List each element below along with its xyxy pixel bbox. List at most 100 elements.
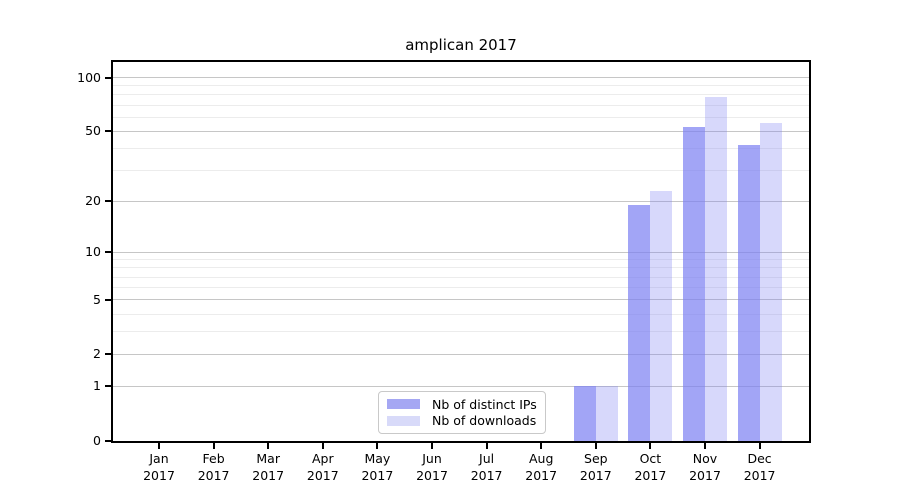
x-tick-month-nov: Nov — [692, 451, 718, 466]
x-tick-label-jan: Jan 2017 — [129, 451, 189, 484]
x-tick-label-dec: Dec 2017 — [730, 451, 790, 484]
x-tick-month-aug: Aug — [528, 451, 554, 466]
y-tick-label-2: 2 — [93, 346, 101, 362]
x-tick-oct — [649, 443, 652, 449]
y-tick-label-5: 5 — [93, 291, 101, 307]
bar-ips-dec — [737, 144, 760, 441]
x-tick-month-jul: Jul — [479, 451, 495, 466]
y-tick-20 — [105, 200, 111, 203]
x-tick-dec — [758, 443, 761, 449]
x-tick-label-may: May 2017 — [347, 451, 407, 484]
x-tick-label-jun: Jun 2017 — [402, 451, 462, 484]
gridline-major-2 — [113, 353, 809, 355]
gridline-minor-30 — [113, 170, 809, 172]
x-tick-year-jan: 2017 — [143, 467, 175, 483]
plot-inner — [113, 62, 809, 441]
chart-title: amplican 2017 — [405, 36, 517, 54]
gridline-major-100 — [113, 77, 809, 79]
x-tick-month-may: May — [364, 451, 391, 466]
gridline-minor-6 — [113, 287, 809, 289]
x-tick-label-sep: Sep 2017 — [566, 451, 626, 484]
x-tick-month-apr: Apr — [311, 451, 334, 466]
gridline-minor-60 — [113, 116, 809, 118]
gridline-major-50 — [113, 130, 809, 132]
x-tick-month-oct: Oct — [639, 451, 662, 466]
y-tick-50 — [105, 130, 111, 133]
x-tick-month-sep: Sep — [584, 451, 608, 466]
gridline-major-5 — [113, 299, 809, 301]
x-tick-month-dec: Dec — [747, 451, 772, 466]
x-tick-month-jan: Jan — [149, 451, 169, 466]
x-tick-label-nov: Nov 2017 — [675, 451, 735, 484]
bar-downloads-nov — [705, 96, 727, 441]
legend-swatch-downloads — [387, 415, 420, 426]
x-tick-year-jul: 2017 — [470, 467, 503, 483]
x-tick-year-mar: 2017 — [252, 467, 285, 483]
legend-item-downloads: Nb of downloads — [387, 413, 537, 428]
y-tick-100 — [105, 76, 111, 79]
x-tick-jan — [158, 443, 160, 449]
x-tick-feb — [212, 443, 215, 449]
x-tick-year-dec: 2017 — [743, 467, 776, 483]
x-tick-sep — [594, 443, 597, 449]
gridline-minor-4 — [113, 313, 809, 315]
x-tick-year-oct: 2017 — [634, 467, 667, 483]
x-tick-year-nov: 2017 — [689, 467, 721, 483]
x-tick-jul — [485, 443, 488, 449]
x-tick-year-may: 2017 — [361, 467, 394, 483]
legend: Nb of distinct IPs Nb of downloads — [378, 391, 546, 434]
x-tick-month-jun: Jun — [422, 451, 442, 466]
plot-area — [111, 60, 811, 443]
y-tick-1 — [105, 385, 111, 388]
y-tick-label-10: 10 — [85, 244, 101, 260]
gridline-minor-3 — [113, 331, 809, 333]
y-tick-0 — [105, 440, 111, 442]
x-tick-jun — [431, 443, 433, 449]
bar-ips-oct — [628, 205, 651, 441]
x-tick-year-feb: 2017 — [197, 467, 230, 483]
x-tick-may — [376, 443, 379, 449]
x-tick-year-apr: 2017 — [306, 467, 339, 483]
x-tick-label-feb: Feb 2017 — [184, 451, 244, 484]
legend-label-downloads: Nb of downloads — [432, 413, 537, 429]
bar-downloads-dec — [759, 122, 782, 441]
bar-ips-sep — [573, 386, 596, 441]
bar-downloads-oct — [650, 190, 673, 441]
legend-item-ips: Nb of distinct IPs — [387, 397, 537, 412]
x-tick-month-feb: Feb — [202, 451, 225, 466]
gridline-minor-70 — [113, 104, 809, 106]
legend-label-ips: Nb of distinct IPs — [432, 396, 537, 412]
bar-downloads-sep — [595, 386, 618, 441]
y-tick-label-0: 0 — [93, 433, 101, 448]
x-tick-mar — [267, 443, 270, 449]
legend-swatch-ips — [387, 399, 420, 410]
x-tick-aug — [540, 443, 543, 449]
x-tick-label-mar: Mar 2017 — [238, 451, 298, 484]
gridline-minor-40 — [113, 148, 809, 150]
x-tick-label-oct: Oct 2017 — [620, 451, 680, 484]
x-tick-apr — [321, 443, 324, 449]
gridline-minor-8 — [113, 267, 809, 269]
gridline-major-1 — [113, 385, 809, 387]
x-tick-label-apr: Apr 2017 — [293, 451, 353, 484]
gridline-minor-80 — [113, 94, 809, 96]
y-tick-10 — [105, 251, 111, 254]
gridline-minor-7 — [113, 276, 809, 278]
x-tick-month-mar: Mar — [256, 451, 280, 466]
x-tick-year-sep: 2017 — [579, 467, 612, 483]
y-tick-label-100: 100 — [77, 69, 101, 85]
y-tick-label-1: 1 — [93, 378, 101, 394]
bar-ips-nov — [683, 126, 705, 441]
y-tick-label-50: 50 — [85, 123, 101, 139]
x-tick-year-jun: 2017 — [416, 467, 448, 483]
x-tick-nov — [704, 443, 706, 449]
x-tick-year-aug: 2017 — [525, 467, 558, 483]
y-tick-5 — [105, 298, 111, 301]
y-tick-2 — [105, 353, 111, 356]
x-tick-label-jul: Jul 2017 — [457, 451, 517, 484]
y-tick-label-20: 20 — [85, 193, 101, 209]
gridline-major-20 — [113, 200, 809, 202]
gridline-minor-9 — [113, 259, 809, 261]
gridline-major-10 — [113, 251, 809, 253]
